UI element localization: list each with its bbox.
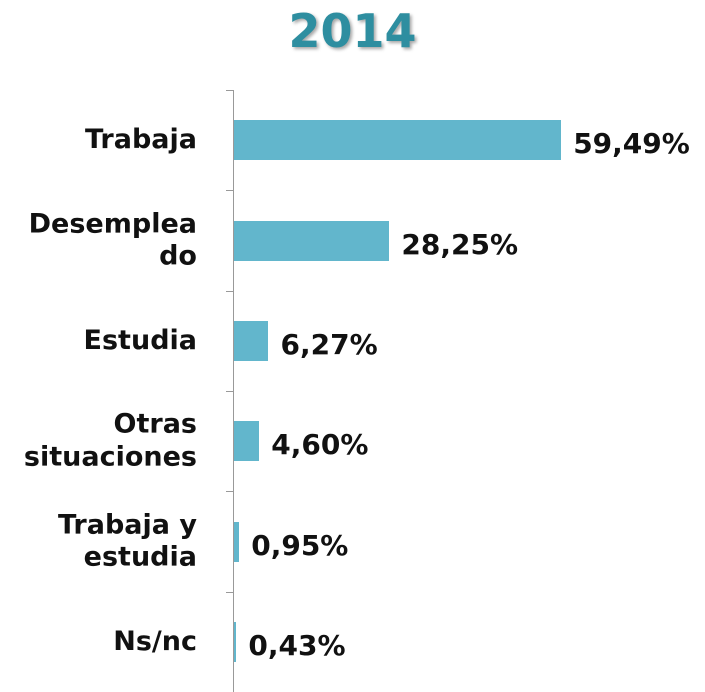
category-label: Desemplea do (28, 208, 197, 272)
value-label: 59,49% (573, 126, 690, 160)
bar (234, 621, 237, 662)
axis-tick (226, 90, 234, 91)
bar (234, 521, 240, 562)
bar (234, 421, 260, 462)
axis-tick (226, 391, 234, 392)
value-label: 0,43% (248, 628, 346, 662)
category-label: Estudia (83, 324, 197, 356)
axis-tick (226, 290, 234, 292)
category-label: Trabaja (84, 123, 197, 155)
category-label: Trabaja y estudia (57, 509, 197, 573)
axis-tick (226, 491, 234, 493)
value-label: 28,25% (401, 227, 518, 261)
value-label: 0,95% (251, 528, 349, 562)
category-label: Ns/nc (113, 625, 197, 657)
chart-title: 2014 (288, 4, 417, 58)
value-label: 6,27% (280, 327, 378, 361)
bar (234, 120, 562, 161)
category-label: Otras situaciones (23, 408, 197, 473)
bar (234, 220, 390, 261)
axis-tick (226, 591, 234, 593)
axis-tick (226, 190, 234, 192)
bar (234, 320, 269, 361)
value-label: 4,60% (271, 427, 369, 461)
